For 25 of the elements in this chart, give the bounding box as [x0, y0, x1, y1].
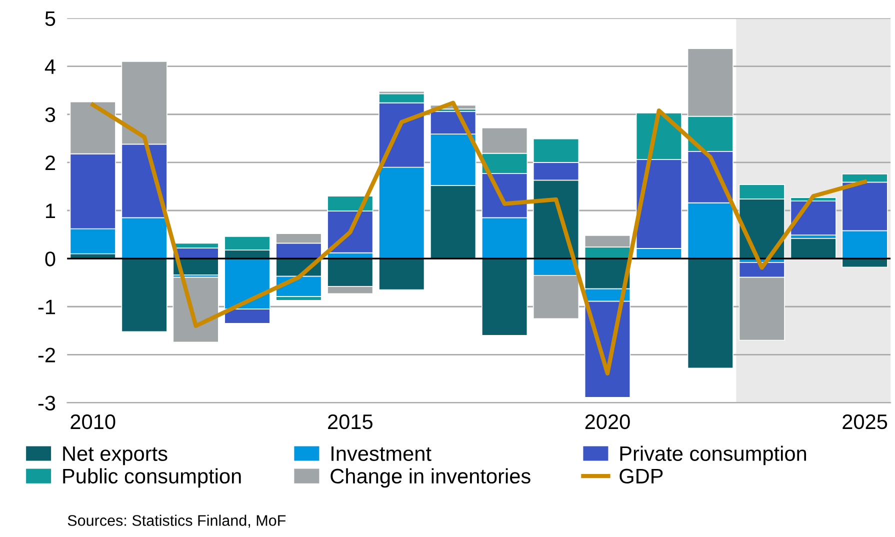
x-tick-label: 2010	[70, 414, 116, 430]
x-tick-label: 2025	[842, 414, 888, 430]
legend-label: Change in inventories	[330, 468, 530, 488]
bar	[378, 258, 425, 290]
legend-label: Private consumption	[620, 446, 806, 466]
y-tick-label: 1	[46, 204, 55, 218]
bar	[481, 258, 528, 336]
source-note: Sources: Statistics Finland, MoF	[68, 514, 286, 528]
legend-label: Net exports	[63, 446, 168, 466]
y-tick-label: -2	[38, 348, 55, 362]
bar	[687, 258, 734, 369]
y-tick-label: 2	[45, 155, 55, 170]
y-tick-label: -3	[38, 396, 56, 411]
y-tick-label: 3	[45, 107, 56, 122]
legend-label: Public consumption	[63, 468, 241, 488]
y-tick-label: 4	[44, 60, 56, 74]
y-tick-label: 0	[45, 252, 56, 266]
line-series	[90, 100, 867, 376]
x-tick-label: 2015	[328, 414, 372, 430]
legend-label: Investment	[332, 446, 432, 461]
x-tick-label: 2020	[585, 414, 630, 430]
bar	[121, 258, 168, 332]
y-tick-label: -1	[38, 300, 55, 314]
legend-label: GDP	[620, 468, 663, 484]
y-tick-label: 5	[45, 11, 56, 26]
